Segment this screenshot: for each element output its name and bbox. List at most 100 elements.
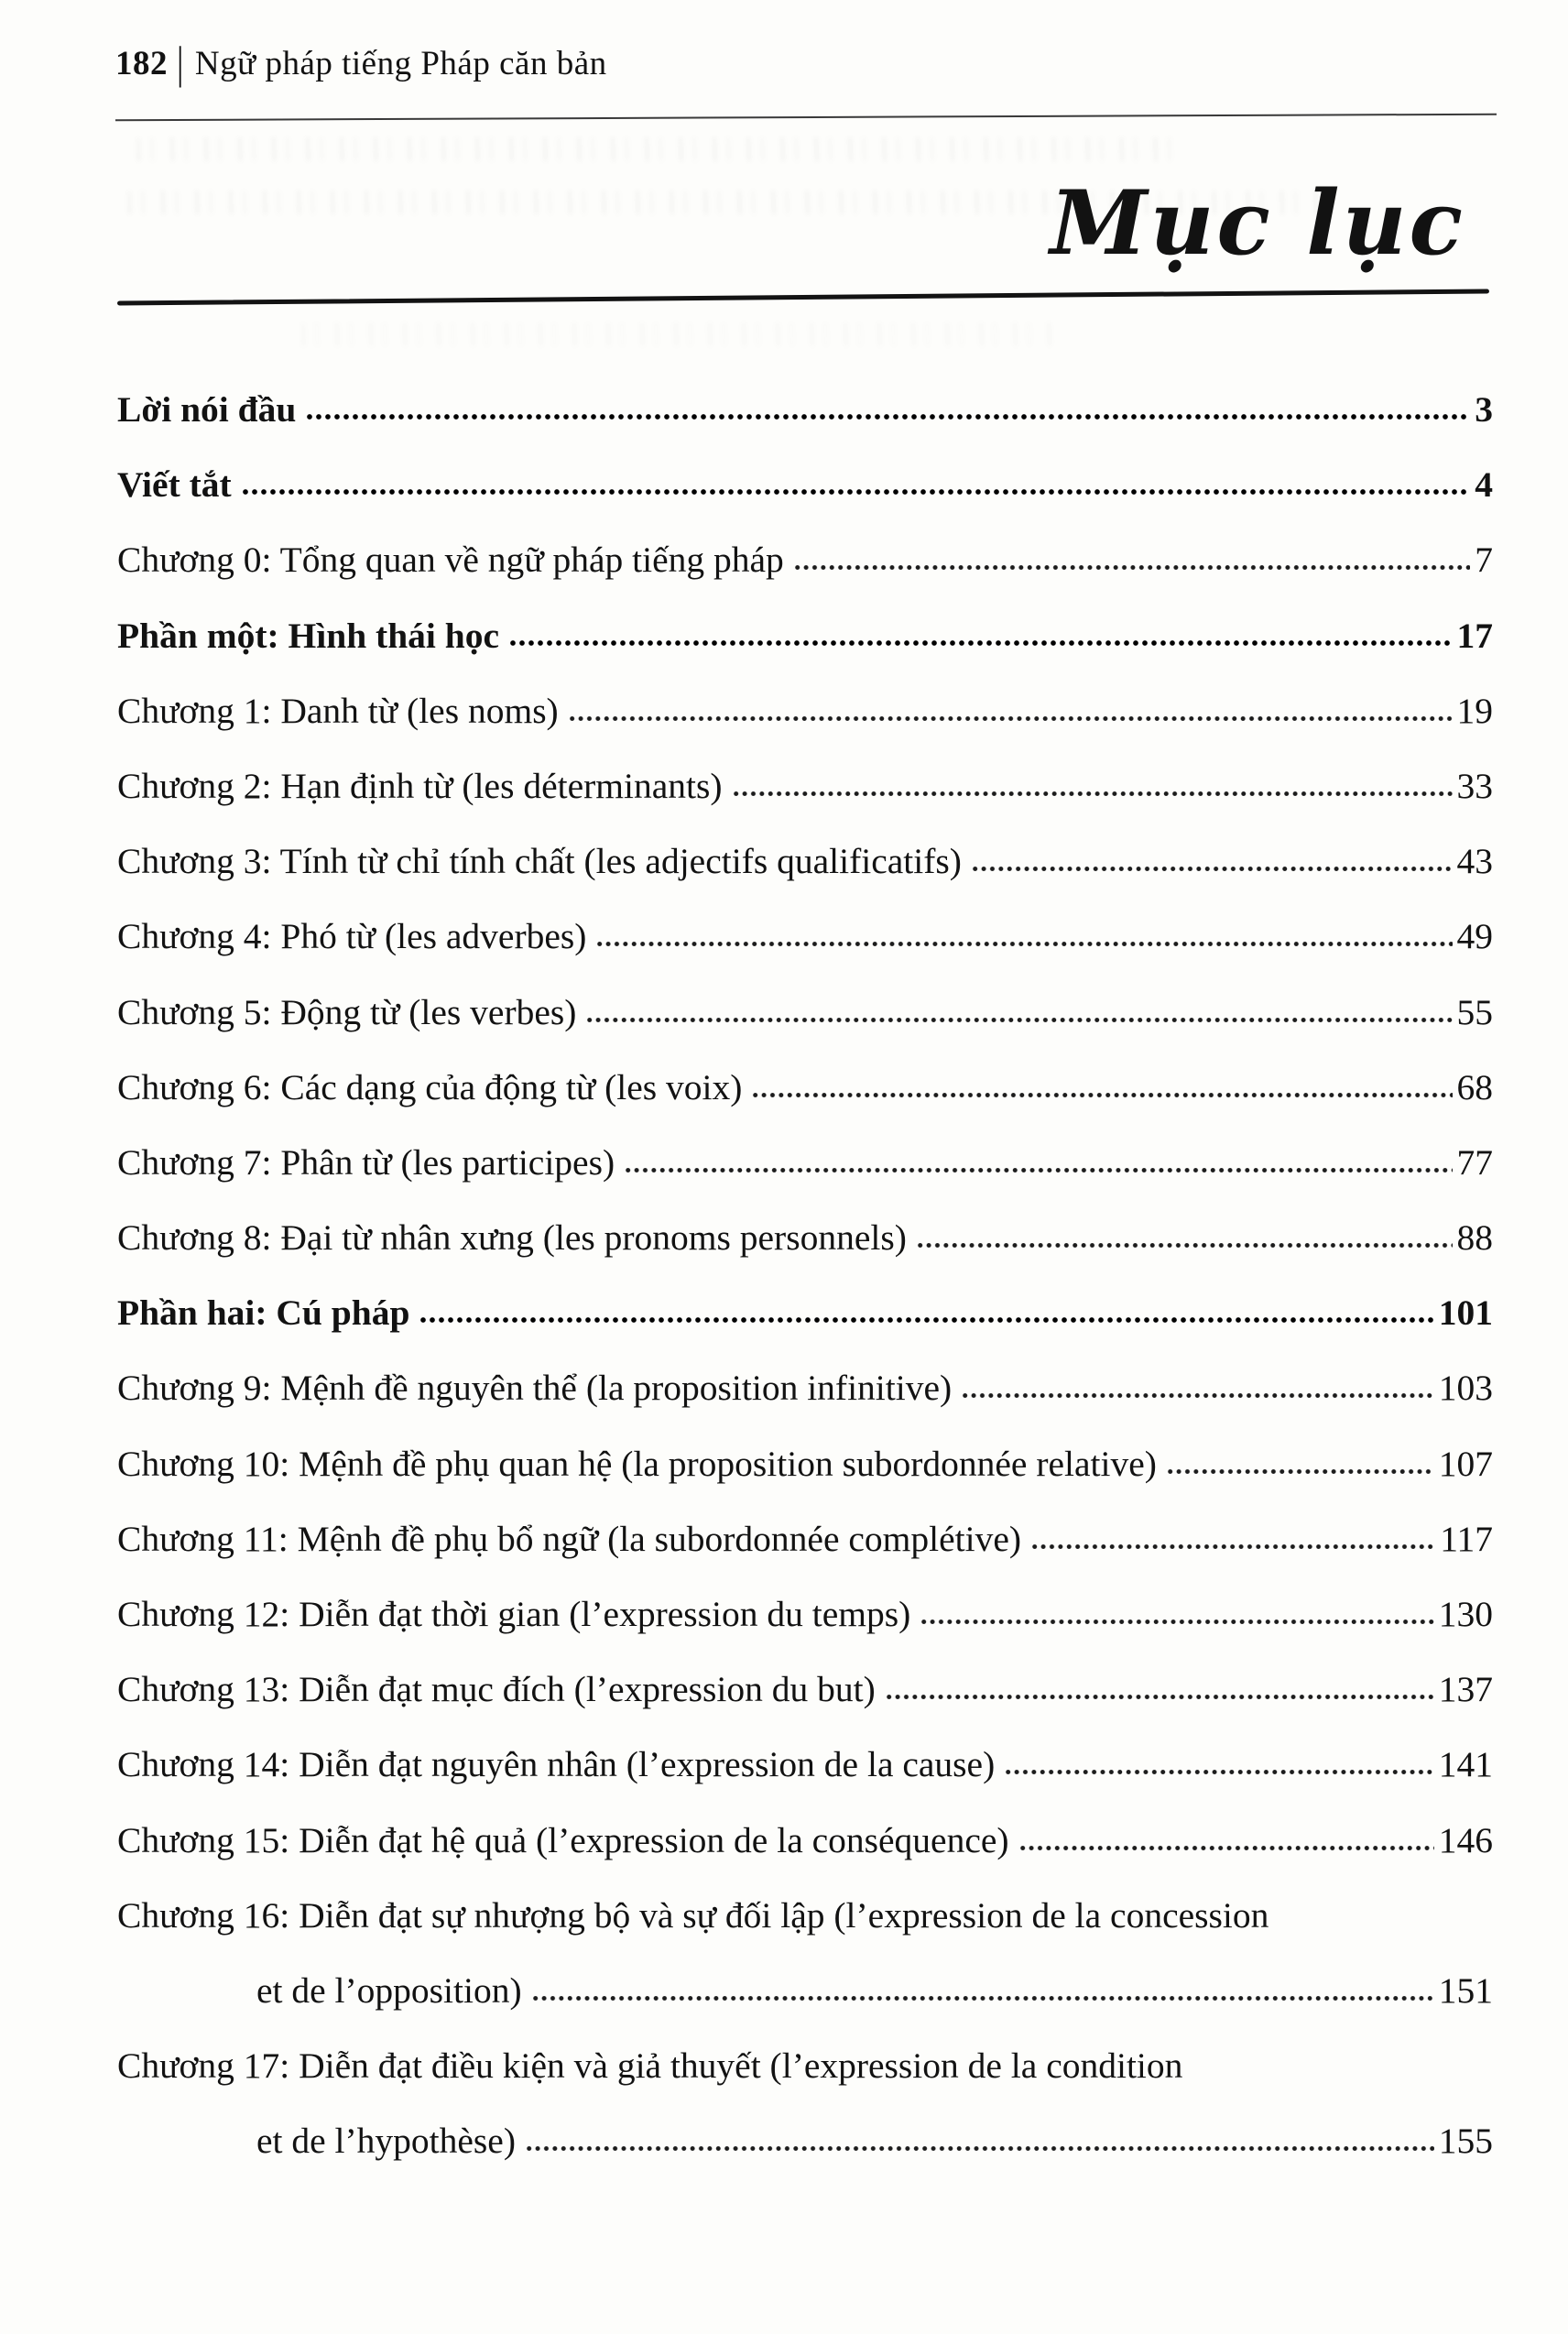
toc-entry: Chương 15: Diễn đạt hệ quả (l’expression… xyxy=(117,1819,1493,1894)
toc-page-number: 55 xyxy=(1456,991,1494,1032)
toc-page-number: 77 xyxy=(1456,1141,1494,1183)
toc-page-number: 17 xyxy=(1456,615,1494,656)
showthrough-noise xyxy=(302,322,1055,346)
dotted-leader xyxy=(1004,1768,1434,1777)
toc-entry-label: Chương 9: Mệnh đề nguyên thể (la proposi… xyxy=(117,1368,953,1409)
toc-entry: Chương 13: Diễn đạt mục đích (l’expressi… xyxy=(117,1668,1493,1743)
toc-page-number: 3 xyxy=(1475,389,1493,430)
toc-page-number: 141 xyxy=(1438,1744,1493,1785)
toc-entry-label: Chương 1: Danh từ (les noms) xyxy=(117,690,559,731)
toc-entry: Chương 0: Tổng quan về ngữ pháp tiếng ph… xyxy=(117,539,1493,614)
toc-entry: Chương 7: Phân từ (les participes) 77 xyxy=(117,1141,1493,1216)
title-rule xyxy=(117,289,1489,306)
toc-entry: Chương 16: Diễn đạt sự nhượng bộ và sự đ… xyxy=(117,1894,1493,1969)
toc-entry-label: Phần một: Hình thái học xyxy=(117,615,500,656)
toc-entry: Phần một: Hình thái học 17 xyxy=(117,615,1493,690)
toc-entry: Chương 1: Danh từ (les noms) 19 xyxy=(117,690,1493,765)
header-separator: | xyxy=(177,38,184,90)
toc-entry: Chương 4: Phó từ (les adverbes) 49 xyxy=(117,915,1493,990)
toc-entry-label: Chương 16: Diễn đạt sự nhượng bộ và sự đ… xyxy=(117,1894,1269,1936)
dotted-leader xyxy=(624,1165,1453,1174)
toc-page-number: 49 xyxy=(1456,916,1494,957)
toc-entry: Chương 9: Mệnh đề nguyên thể (la proposi… xyxy=(117,1367,1493,1442)
toc-page-number: 155 xyxy=(1438,2121,1493,2162)
toc-entry-label: Chương 13: Diễn đạt mục đích (l’expressi… xyxy=(117,1669,876,1710)
toc-entry: Chương 17: Diễn đạt điều kiện và giả thu… xyxy=(117,2045,1493,2120)
toc-entry: Chương 2: Hạn định từ (les déterminants)… xyxy=(117,765,1493,840)
toc-page-number: 107 xyxy=(1438,1443,1493,1484)
dotted-leader xyxy=(240,487,1471,497)
running-header: 182 | Ngữ pháp tiếng Pháp căn bản xyxy=(115,38,607,89)
dotted-leader xyxy=(731,789,1453,798)
toc-entry-label: Chương 11: Mệnh đề phụ bổ ngữ (la subord… xyxy=(117,1518,1022,1559)
page-title: Mục lục xyxy=(1050,171,1465,275)
toc-entry: Chương 10: Mệnh đề phụ quan hệ (la propo… xyxy=(117,1443,1493,1518)
toc-entry: Viết tắt 4 xyxy=(117,464,1493,539)
showthrough-noise xyxy=(137,137,1183,161)
toc-entry: Chương 14: Diễn đạt nguyên nhân (l’expre… xyxy=(117,1743,1493,1818)
toc-entry-label: Chương 3: Tính từ chỉ tính chất (les adj… xyxy=(117,841,962,882)
toc-entry-label: Chương 4: Phó từ (les adverbes) xyxy=(117,916,587,957)
toc-entry: Chương 8: Đại từ nhân xưng (les pronoms … xyxy=(117,1216,1493,1292)
dotted-leader xyxy=(970,865,1453,874)
toc-page-number: 88 xyxy=(1456,1217,1494,1259)
dotted-leader xyxy=(595,940,1453,949)
dotted-leader xyxy=(884,1693,1434,1702)
toc-entry: Chương 11: Mệnh đề phụ bổ ngữ (la subord… xyxy=(117,1518,1493,1593)
dotted-leader xyxy=(1018,1843,1434,1852)
dotted-leader xyxy=(524,2144,1434,2154)
dotted-leader xyxy=(915,1241,1453,1250)
toc-page-number: 33 xyxy=(1456,765,1494,806)
toc-entry-label: Chương 15: Diễn đạt hệ quả (l’expression… xyxy=(117,1819,1009,1860)
toc-entry-label: Chương 14: Diễn đạt nguyên nhân (l’expre… xyxy=(117,1744,996,1785)
dotted-leader xyxy=(419,1315,1434,1325)
header-book-title: Ngữ pháp tiếng Pháp căn bản xyxy=(194,45,607,82)
toc-entry-label: Chương 6: Các dạng của động từ (les voix… xyxy=(117,1066,743,1107)
toc-page-number: 117 xyxy=(1440,1518,1493,1559)
dotted-leader xyxy=(920,1618,1434,1626)
toc-page-number: 146 xyxy=(1438,1819,1493,1860)
toc-entry-label: Chương 7: Phân từ (les participes) xyxy=(117,1141,615,1183)
toc-entry-label: Chương 2: Hạn định từ (les déterminants) xyxy=(117,765,723,806)
toc-page-number: 101 xyxy=(1438,1292,1493,1334)
toc-entry-label: Chương 17: Diễn đạt điều kiện và giả thu… xyxy=(117,2045,1183,2087)
dotted-leader xyxy=(1165,1467,1434,1476)
header-rule xyxy=(115,113,1497,122)
toc-page-number: 43 xyxy=(1456,841,1494,882)
toc-entry: Phần hai: Cú pháp 101 xyxy=(117,1292,1493,1367)
dotted-leader xyxy=(530,1993,1434,2002)
toc-page-number: 130 xyxy=(1438,1594,1493,1634)
toc-page-number: 103 xyxy=(1438,1368,1493,1409)
toc-entry-label-line2: et de l’hypothèse) xyxy=(256,2121,516,2162)
dotted-leader xyxy=(792,563,1471,573)
toc-entry-label: Chương 5: Động từ (les verbes) xyxy=(117,991,577,1032)
dotted-leader xyxy=(1030,1542,1436,1551)
toc-entry-continuation: et de l’hypothèse) 155 xyxy=(117,2120,1493,2195)
toc-page-number: 7 xyxy=(1475,540,1493,581)
toc-entry: Chương 3: Tính từ chỉ tính chất (les adj… xyxy=(117,840,1493,915)
toc-entry: Chương 6: Các dạng của động từ (les voix… xyxy=(117,1066,1493,1141)
toc-page-number: 4 xyxy=(1475,464,1493,506)
dotted-leader xyxy=(567,714,1453,723)
dotted-leader xyxy=(751,1090,1453,1099)
toc-entry: Lời nói đầu 3 xyxy=(117,388,1493,464)
dotted-leader xyxy=(508,638,1453,648)
toc-list: Lời nói đầu 3 Viết tắt 4 Chương 0: Tổng quan… xyxy=(117,388,1493,2196)
toc-entry: Chương 12: Diễn đạt thời gian (l’express… xyxy=(117,1593,1493,1668)
toc-page-number: 151 xyxy=(1438,1969,1493,2011)
toc-entry-label: Phần hai: Cú pháp xyxy=(117,1292,410,1334)
toc-entry-continuation: et de l’opposition) 151 xyxy=(117,1969,1493,2045)
toc-page-number: 19 xyxy=(1456,690,1494,731)
toc-entry-label: Chương 10: Mệnh đề phụ quan hệ (la propo… xyxy=(117,1443,1157,1484)
toc-page-number: 68 xyxy=(1456,1066,1494,1107)
toc-entry-label: Lời nói đầu xyxy=(117,389,297,430)
toc-entry: Chương 5: Động từ (les verbes) 55 xyxy=(117,991,1493,1066)
toc-entry-label: Chương 8: Đại từ nhân xưng (les pronoms … xyxy=(117,1217,907,1259)
toc-entry-label: Viết tắt xyxy=(117,464,232,506)
toc-entry-label: Chương 0: Tổng quan về ngữ pháp tiếng ph… xyxy=(117,540,784,581)
header-page-number: 182 xyxy=(115,45,168,82)
dotted-leader xyxy=(305,412,1471,421)
toc-entry-label: Chương 12: Diễn đạt thời gian (l’express… xyxy=(117,1594,911,1634)
toc-entry-label-line2: et de l’opposition) xyxy=(256,1969,522,2011)
